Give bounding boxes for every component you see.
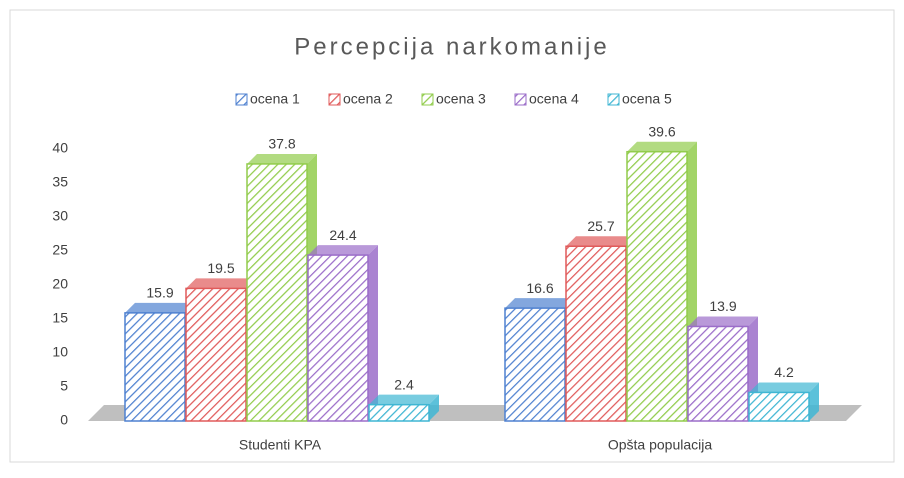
- data-label: 16.6: [526, 280, 553, 296]
- bar: [687, 325, 749, 422]
- bar: [565, 245, 627, 422]
- bar-top: [369, 394, 439, 405]
- y-tick-label: 20: [52, 276, 68, 292]
- bar-top: [186, 278, 256, 289]
- data-label: 37.8: [268, 136, 295, 152]
- chart-title: Percepcija narkomanije: [294, 33, 609, 60]
- bar: [748, 391, 810, 422]
- data-label: 15.9: [146, 285, 173, 301]
- y-tick-label: 40: [52, 140, 68, 156]
- bar: [504, 307, 566, 422]
- bar: [185, 287, 247, 422]
- bar-side: [368, 245, 378, 421]
- y-tick-label: 0: [60, 412, 68, 428]
- y-tick-label: 30: [52, 208, 68, 224]
- bar-top: [125, 302, 195, 313]
- legend-swatch: [607, 93, 620, 106]
- bar-top: [308, 245, 378, 256]
- bar: [307, 254, 369, 422]
- legend-label: ocena 3: [436, 91, 486, 107]
- y-tick-label: 10: [52, 344, 68, 360]
- legend-label: ocena 2: [343, 91, 393, 107]
- y-tick-label: 25: [52, 242, 68, 258]
- bar-top: [566, 236, 636, 247]
- x-tick-label: Studenti KPA: [239, 437, 322, 453]
- legend-swatch: [328, 93, 341, 106]
- legend-label: ocena 4: [529, 91, 579, 107]
- x-tick-label: Opšta populacija: [608, 437, 713, 453]
- data-label: 25.7: [587, 218, 614, 234]
- legend-swatch: [514, 93, 527, 106]
- y-tick-label: 35: [52, 174, 68, 190]
- data-label: 39.6: [648, 123, 675, 139]
- data-label: 2.4: [394, 376, 414, 392]
- bar-top: [505, 298, 575, 309]
- y-tick-label: 15: [52, 310, 68, 326]
- legend-swatch: [235, 93, 248, 106]
- bar-top: [749, 382, 819, 393]
- data-label: 13.9: [709, 298, 736, 314]
- bar: [626, 150, 688, 422]
- bar-top: [627, 141, 697, 152]
- bar: [368, 403, 430, 422]
- bar: [246, 163, 308, 422]
- data-label: 19.5: [207, 260, 234, 276]
- legend-label: ocena 5: [622, 91, 672, 107]
- data-label: 4.2: [774, 364, 794, 380]
- bar-top: [247, 153, 317, 164]
- bar-top: [688, 316, 758, 327]
- y-tick-label: 5: [60, 378, 68, 394]
- bar-side: [809, 382, 819, 421]
- legend-swatch: [421, 93, 434, 106]
- bar-side: [429, 394, 439, 421]
- data-label: 24.4: [329, 227, 356, 243]
- bar: [124, 312, 186, 422]
- legend-label: ocena 1: [250, 91, 300, 107]
